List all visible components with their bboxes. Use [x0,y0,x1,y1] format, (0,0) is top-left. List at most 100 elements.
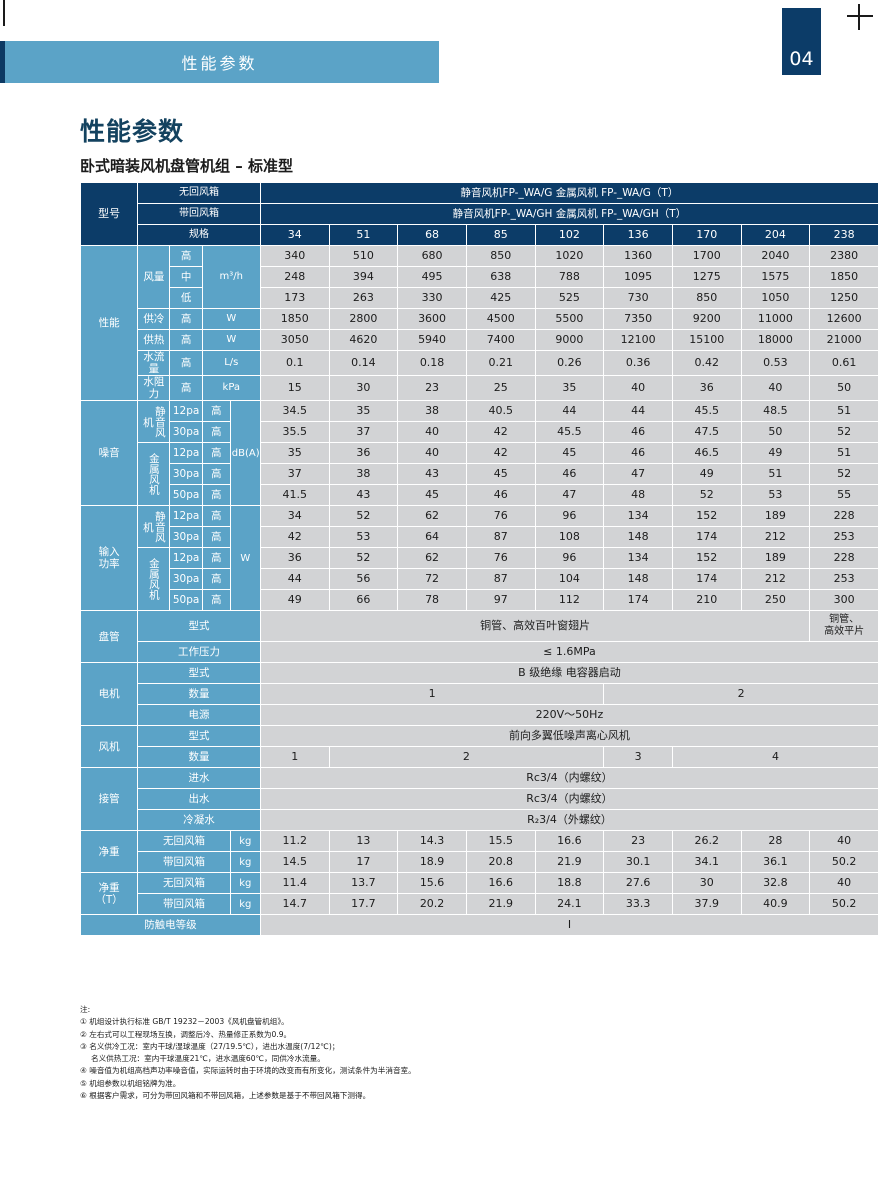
header-size-3: 85 [466,225,535,245]
cell-power-s30-2: 64 [398,527,466,548]
row-piping-condensate: 冷凝水 R₂3/4（外螺纹） [81,810,878,831]
cell-airflow-low-1: 263 [329,288,398,308]
unit-ls: L/s [202,351,260,376]
cell-power-s12-2: 62 [398,506,466,527]
row-heating-high: 供热 高 W 3050 4620 5940 7400 9000 12100 15… [81,330,878,350]
label-power-silent-12pa: 12pa [170,506,202,527]
cell-power-m50-7: 250 [741,590,810,611]
cell-airflow-low-0: 173 [260,288,329,308]
group-coil: 盘管 [81,611,138,663]
cell-noise-m30-8: 52 [810,464,878,485]
row-noise-silent-12pa: 噪音 静音风机 12pa 高 dB(A) 34.5 35 38 40.5 44 … [81,401,878,506]
cell-water-resist-6: 36 [672,376,741,401]
cell-noise-s30-8: 52 [810,422,878,443]
table-header-row-with-plenum: 带回风箱 静音风机FP-_WA/GH 金属风机 FP-_WA/GH（T） [81,204,878,224]
cell-airflow-mid-6: 1275 [672,267,741,287]
cell-cooling-7: 11000 [741,309,810,329]
footnote-item-3: ③ 名义供冷工况：室内干球/湿球温度（27/19.5℃），进出水温度(7/12℃… [80,1041,340,1051]
value-fan-qty-4: 4 [672,747,878,768]
cell-noise-s30-0: 35.5 [260,422,329,443]
cell-net-wp-1: 17 [329,852,398,873]
cell-noise-s30-7: 50 [741,422,810,443]
label-coil-work-pressure: 工作压力 [138,642,260,663]
group-net-weight-t: 净重 （T） [81,873,138,915]
cell-airflow-low-4: 525 [535,288,604,308]
cell-airflow-low-7: 1050 [741,288,810,308]
cell-noise-s12-4: 44 [535,401,604,422]
cell-noise-s30-5: 46 [604,422,672,443]
cell-net-np-2: 14.3 [398,831,466,852]
cell-heating-4: 9000 [535,330,604,350]
row-power-silent-30pa: 30pa 高 42 53 64 87 108 148 174 212 253 [81,527,878,548]
cell-power-m12-7: 189 [741,548,810,569]
label-water-in: 进水 [138,768,260,789]
cell-cooling-0: 1850 [260,309,329,329]
label-noise-metal-12pa: 12pa [170,443,202,464]
cell-noise-m12-0: 35 [260,443,329,464]
cell-power-m50-5: 174 [604,590,672,611]
cell-power-m50-1: 66 [329,590,398,611]
cell-noise-m50-5: 48 [604,485,672,506]
cell-power-s30-5: 148 [604,527,672,548]
cell-airflow-low-6: 850 [672,288,741,308]
header-model-no-plenum: 静音风机FP-_WA/G 金属风机 FP-_WA/G（T） [260,183,878,203]
cell-power-m50-6: 210 [672,590,741,611]
cell-power-m12-4: 96 [535,548,604,569]
label-water-resistance-high: 高 [170,376,202,401]
cell-power-m50-2: 78 [398,590,466,611]
cell-noise-s30-4: 45.5 [535,422,604,443]
cell-airflow-low-3: 425 [466,288,535,308]
header-size-0: 34 [260,225,329,245]
cell-power-m30-0: 44 [260,569,329,590]
header-size-5: 136 [604,225,672,245]
row-motor-power-supply: 电源 220V～50Hz [81,705,878,726]
row-piping-water-out: 出水 Rc3/4（内螺纹） [81,789,878,810]
cell-airflow-mid-8: 1850 [810,267,878,287]
cell-water-flow-7: 0.53 [741,351,810,376]
label-heating-high: 高 [170,330,202,350]
label-metal-fan-noise: 金属风机 [138,443,170,506]
label-power-metal-12pa: 12pa [170,548,202,569]
row-water-flow: 水流量 高 L/s 0.1 0.14 0.18 0.21 0.26 0.36 0… [81,351,878,376]
cell-net-t-wp-8: 50.2 [810,894,878,915]
cell-heating-8: 21000 [810,330,878,350]
cell-heating-2: 5940 [398,330,466,350]
cell-net-np-4: 16.6 [535,831,604,852]
cell-airflow-mid-5: 1095 [604,267,672,287]
cell-noise-m50-3: 46 [466,485,535,506]
cell-power-m12-5: 134 [604,548,672,569]
label-water-out: 出水 [138,789,260,810]
header-no-plenum-label: 无回风箱 [138,183,260,203]
cell-noise-m30-5: 47 [604,464,672,485]
row-airflow-mid: 中 248 394 495 638 788 1095 1275 1575 185… [81,267,878,287]
cell-water-flow-8: 0.61 [810,351,878,376]
cell-heating-1: 4620 [329,330,398,350]
cell-water-resist-2: 23 [398,376,466,401]
label-condensate: 冷凝水 [138,810,260,831]
cell-noise-s30-3: 42 [466,422,535,443]
cell-power-m30-3: 87 [466,569,535,590]
cell-power-m30-1: 56 [329,569,398,590]
cell-water-flow-1: 0.14 [329,351,398,376]
cell-water-resist-5: 40 [604,376,672,401]
unit-w-heating: W [202,330,260,350]
value-water-out: Rc3/4（内螺纹） [260,789,878,810]
cell-water-resist-0: 15 [260,376,329,401]
cell-power-m30-5: 148 [604,569,672,590]
unit-kg-net-t-no-plenum: kg [230,873,260,894]
cell-power-m12-6: 152 [672,548,741,569]
cell-net-wp-8: 50.2 [810,852,878,873]
footnotes-title: 注: [80,1005,91,1014]
cell-net-t-np-3: 16.6 [466,873,535,894]
cell-power-s30-7: 212 [741,527,810,548]
cell-net-wp-0: 14.5 [260,852,329,873]
unit-m3h: m³/h [202,246,260,308]
header-size-2: 68 [398,225,466,245]
value-fan-qty-1: 1 [260,747,329,768]
label-net-with-plenum: 带回风箱 [138,852,230,873]
row-power-metal-50pa: 50pa 高 49 66 78 97 112 174 210 250 300 [81,590,878,611]
group-fan: 风机 [81,726,138,768]
value-condensate: R₂3/4（外螺纹） [260,810,878,831]
cell-noise-s12-0: 34.5 [260,401,329,422]
running-header: 性能参数 [0,41,439,83]
